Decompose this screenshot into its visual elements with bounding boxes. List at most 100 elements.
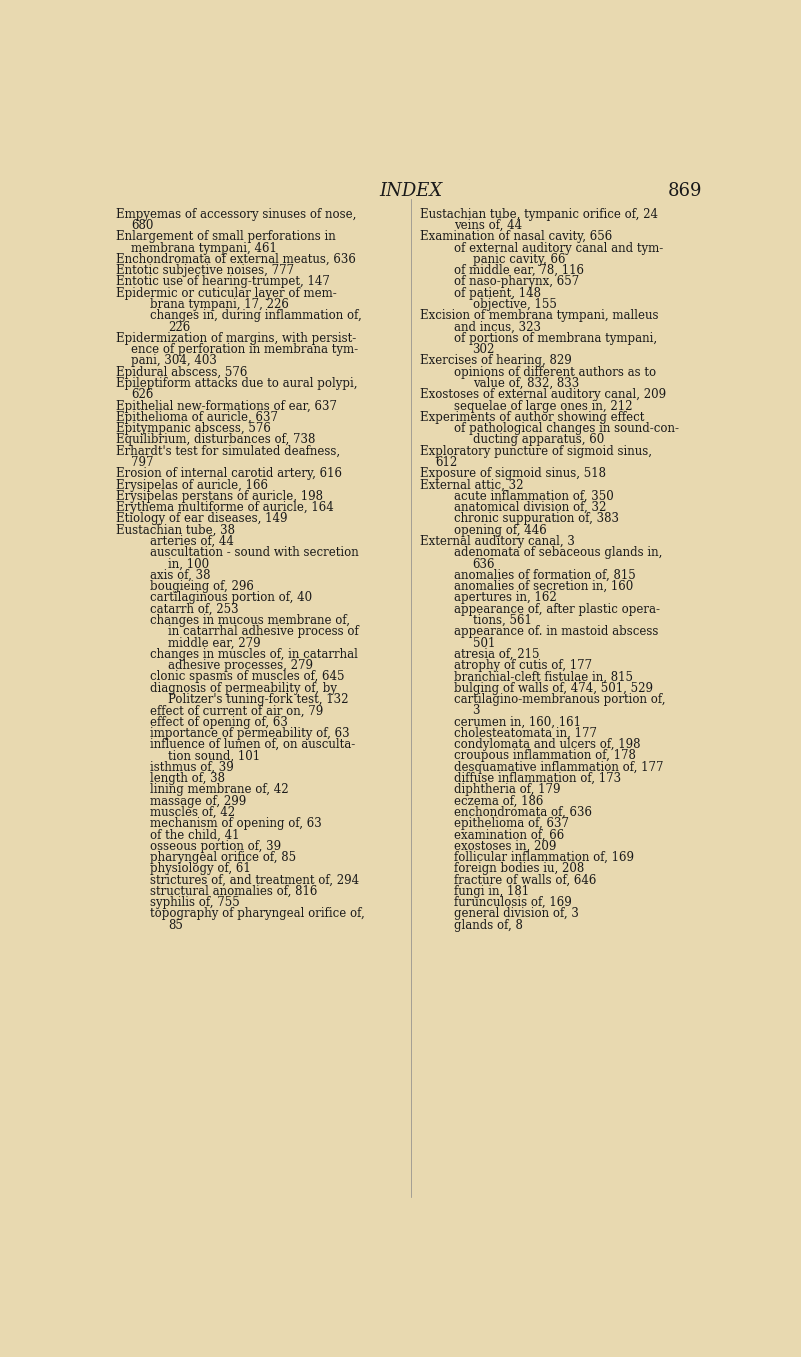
- Text: Eustachian tube, tympanic orifice of, 24: Eustachian tube, tympanic orifice of, 24: [420, 208, 658, 221]
- Text: syphilis of, 755: syphilis of, 755: [150, 896, 239, 909]
- Text: 797: 797: [131, 456, 154, 470]
- Text: furunculosis of, 169: furunculosis of, 169: [454, 896, 572, 909]
- Text: acute inflammation of, 350: acute inflammation of, 350: [454, 490, 614, 503]
- Text: lining membrane of, 42: lining membrane of, 42: [150, 783, 288, 797]
- Text: Erysipelas perstans of auricle, 198: Erysipelas perstans of auricle, 198: [115, 490, 323, 503]
- Text: 501: 501: [473, 636, 495, 650]
- Text: examination of, 66: examination of, 66: [454, 828, 564, 841]
- Text: of the child, 41: of the child, 41: [150, 828, 239, 841]
- Text: Empyemas of accessory sinuses of nose,: Empyemas of accessory sinuses of nose,: [115, 208, 356, 221]
- Text: general division of, 3: general division of, 3: [454, 908, 579, 920]
- Text: ducting apparatus, 60: ducting apparatus, 60: [473, 433, 604, 446]
- Text: length of, 38: length of, 38: [150, 772, 225, 784]
- Text: Epithelial new-formations of ear, 637: Epithelial new-formations of ear, 637: [115, 399, 336, 413]
- Text: diffuse inflammation of, 173: diffuse inflammation of, 173: [454, 772, 621, 784]
- Text: and incus, 323: and incus, 323: [454, 320, 541, 334]
- Text: Epidermic or cuticular layer of mem-: Epidermic or cuticular layer of mem-: [115, 286, 336, 300]
- Text: atresia of, 215: atresia of, 215: [454, 647, 539, 661]
- Text: Epitympanic abscess, 576: Epitympanic abscess, 576: [115, 422, 271, 436]
- Text: strictures of, and treatment of, 294: strictures of, and treatment of, 294: [150, 874, 359, 886]
- Text: External auditory canal, 3: External auditory canal, 3: [420, 535, 574, 548]
- Text: adhesive processes, 279: adhesive processes, 279: [168, 660, 313, 672]
- Text: follicular inflammation of, 169: follicular inflammation of, 169: [454, 851, 634, 864]
- Text: Erythema multiforme of auricle, 164: Erythema multiforme of auricle, 164: [115, 501, 333, 514]
- Text: cartilaginous portion of, 40: cartilaginous portion of, 40: [150, 592, 312, 604]
- Text: changes in, during inflammation of,: changes in, during inflammation of,: [150, 309, 361, 323]
- Text: value of, 832, 833: value of, 832, 833: [473, 377, 579, 389]
- Text: of portions of membrana tympani,: of portions of membrana tympani,: [454, 332, 657, 345]
- Text: pani, 304, 403: pani, 304, 403: [131, 354, 217, 368]
- Text: mechanism of opening of, 63: mechanism of opening of, 63: [150, 817, 321, 830]
- Text: Epidermization of margins, with persist-: Epidermization of margins, with persist-: [115, 332, 356, 345]
- Text: desquamative inflammation of, 177: desquamative inflammation of, 177: [454, 761, 663, 773]
- Text: Exercises of hearing, 829: Exercises of hearing, 829: [420, 354, 572, 368]
- Text: External attic, 32: External attic, 32: [420, 479, 523, 491]
- Text: of pathological changes in sound-con-: of pathological changes in sound-con-: [454, 422, 679, 436]
- Text: ence of perforation in membrana tym-: ence of perforation in membrana tym-: [131, 343, 358, 356]
- Text: isthmus of, 39: isthmus of, 39: [150, 761, 234, 773]
- Text: Epithelioma of auricle, 637: Epithelioma of auricle, 637: [115, 411, 278, 423]
- Text: 3: 3: [473, 704, 480, 718]
- Text: glands of, 8: glands of, 8: [454, 919, 523, 932]
- Text: anomalies of formation of, 815: anomalies of formation of, 815: [454, 569, 636, 582]
- Text: Enlargement of small perforations in: Enlargement of small perforations in: [115, 231, 336, 243]
- Text: arteries of, 44: arteries of, 44: [150, 535, 234, 548]
- Text: pharyngeal orifice of, 85: pharyngeal orifice of, 85: [150, 851, 296, 864]
- Text: importance of permeability of, 63: importance of permeability of, 63: [150, 727, 349, 740]
- Text: anatomical division of, 32: anatomical division of, 32: [454, 501, 606, 514]
- Text: diagnosis of permeability of, by: diagnosis of permeability of, by: [150, 681, 336, 695]
- Text: in, 100: in, 100: [168, 558, 210, 570]
- Text: apertures in, 162: apertures in, 162: [454, 592, 557, 604]
- Text: sequelae of large ones in, 212: sequelae of large ones in, 212: [454, 399, 633, 413]
- Text: Exploratory puncture of sigmoid sinus,: Exploratory puncture of sigmoid sinus,: [420, 445, 652, 457]
- Text: physiology of, 61: physiology of, 61: [150, 862, 251, 875]
- Text: Epidural abscess, 576: Epidural abscess, 576: [115, 366, 247, 379]
- Text: croupous inflammation of, 178: croupous inflammation of, 178: [454, 749, 636, 763]
- Text: 85: 85: [168, 919, 183, 932]
- Text: effect of current of air on, 79: effect of current of air on, 79: [150, 704, 323, 718]
- Text: middle ear, 279: middle ear, 279: [168, 636, 261, 650]
- Text: 869: 869: [668, 182, 702, 199]
- Text: Eustachian tube, 38: Eustachian tube, 38: [115, 524, 235, 537]
- Text: cerumen in, 160, 161: cerumen in, 160, 161: [454, 715, 581, 729]
- Text: osseous portion of, 39: osseous portion of, 39: [150, 840, 281, 852]
- Text: bulging of walls of, 474, 501, 529: bulging of walls of, 474, 501, 529: [454, 681, 653, 695]
- Text: exostoses in, 209: exostoses in, 209: [454, 840, 557, 852]
- Text: eczema of, 186: eczema of, 186: [454, 795, 543, 807]
- Text: influence of lumen of, on ausculta-: influence of lumen of, on ausculta-: [150, 738, 355, 752]
- Text: Erhardt's test for simulated deafness,: Erhardt's test for simulated deafness,: [115, 445, 340, 457]
- Text: axis of, 38: axis of, 38: [150, 569, 211, 582]
- Text: diphtheria of, 179: diphtheria of, 179: [454, 783, 561, 797]
- Text: of patient, 148: of patient, 148: [454, 286, 541, 300]
- Text: Entotic subjective noises, 777: Entotic subjective noises, 777: [115, 265, 294, 277]
- Text: 626: 626: [131, 388, 154, 402]
- Text: foreign bodies iu, 208: foreign bodies iu, 208: [454, 862, 584, 875]
- Text: muscles of, 42: muscles of, 42: [150, 806, 235, 818]
- Text: auscultation - sound with secretion: auscultation - sound with secretion: [150, 547, 359, 559]
- Text: INDEX: INDEX: [379, 182, 442, 199]
- Text: branchial-cleft fistulae in, 815: branchial-cleft fistulae in, 815: [454, 670, 633, 684]
- Text: Experiments of author showing effect: Experiments of author showing effect: [420, 411, 644, 423]
- Text: cholesteatomata in, 177: cholesteatomata in, 177: [454, 727, 597, 740]
- Text: changes in mucous membrane of,: changes in mucous membrane of,: [150, 613, 350, 627]
- Text: changes in muscles of, in catarrhal: changes in muscles of, in catarrhal: [150, 647, 358, 661]
- Text: membrana tympani, 461: membrana tympani, 461: [131, 242, 277, 255]
- Text: effect of opening of, 63: effect of opening of, 63: [150, 715, 288, 729]
- Text: Entotic use of hearing-trumpet, 147: Entotic use of hearing-trumpet, 147: [115, 275, 329, 289]
- Text: anomalies of secretion in, 160: anomalies of secretion in, 160: [454, 581, 634, 593]
- Text: 612: 612: [436, 456, 457, 470]
- Text: adenomata of sebaceous glands in,: adenomata of sebaceous glands in,: [454, 547, 662, 559]
- Text: panic cavity, 66: panic cavity, 66: [473, 252, 565, 266]
- Text: opinions of different authors as to: opinions of different authors as to: [454, 366, 656, 379]
- Text: clonic spasms of muscles of, 645: clonic spasms of muscles of, 645: [150, 670, 344, 684]
- Text: bougieing of, 296: bougieing of, 296: [150, 581, 254, 593]
- Text: opening of, 446: opening of, 446: [454, 524, 547, 537]
- Text: epithelioma of, 637: epithelioma of, 637: [454, 817, 569, 830]
- Text: Erysipelas of auricle, 166: Erysipelas of auricle, 166: [115, 479, 268, 491]
- Text: in catarrhal adhesive process of: in catarrhal adhesive process of: [168, 626, 359, 638]
- Text: Epileptiform attacks due to aural polypi,: Epileptiform attacks due to aural polypi…: [115, 377, 357, 389]
- Text: condylomata and ulcers of, 198: condylomata and ulcers of, 198: [454, 738, 641, 752]
- Text: of middle ear, 78, 116: of middle ear, 78, 116: [454, 265, 584, 277]
- Text: catarrh of, 253: catarrh of, 253: [150, 603, 239, 616]
- Text: Equilibrium, disturbances of, 738: Equilibrium, disturbances of, 738: [115, 433, 315, 446]
